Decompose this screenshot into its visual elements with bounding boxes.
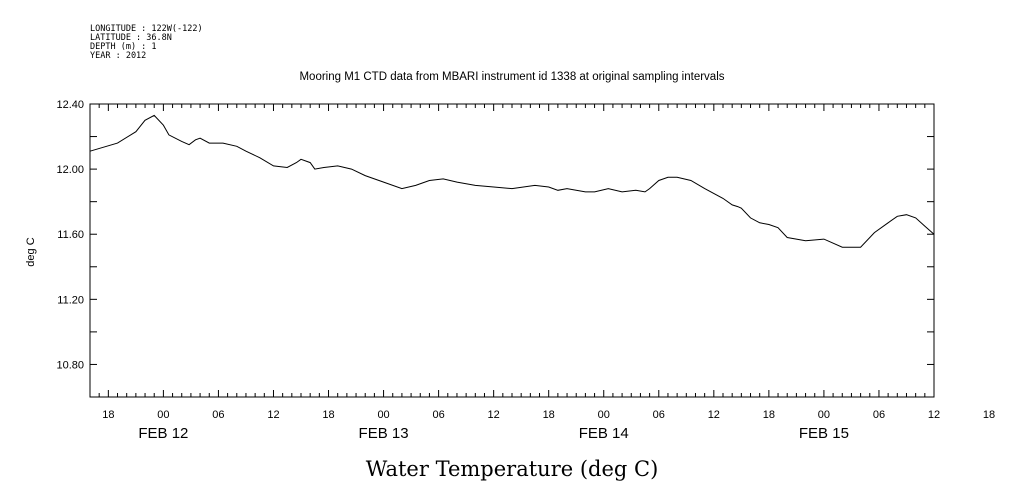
header-longitude: LONGITUDE : 122W(-122) [90, 24, 203, 34]
x-hour-label: 18 [983, 409, 995, 421]
x-hour-label: 06 [653, 409, 665, 421]
x-hour-label: 12 [708, 409, 720, 421]
x-hour-label: 12 [488, 409, 500, 421]
x-axis-hour-labels: 1800061218000612180006121800061218000612… [102, 409, 995, 421]
x-date-label: FEB 14 [579, 425, 629, 442]
chart-title: Mooring M1 CTD data from MBARI instrumen… [299, 71, 724, 83]
x-hour-label: 06 [212, 409, 224, 421]
x-hour-label: 00 [598, 409, 610, 421]
y-axis-ticks [90, 103, 934, 398]
y-tick-label: 12.40 [56, 99, 84, 111]
header-depth: DEPTH (m) : 1 [90, 42, 157, 52]
x-hour-label: 12 [928, 409, 940, 421]
y-tick-label: 11.60 [57, 229, 84, 241]
x-hour-label: 18 [543, 409, 555, 421]
temperature-series-line [89, 114, 935, 248]
x-hour-label: 18 [763, 409, 775, 421]
y-tick-label: 11.20 [57, 294, 84, 306]
y-tick-label: 10.80 [56, 359, 84, 371]
x-axis-ticks [89, 104, 935, 397]
header-block: LONGITUDE : 122W(-122) LATITUDE : 36.8N … [90, 24, 203, 61]
x-date-label: FEB 13 [359, 425, 409, 442]
header-latitude: LATITUDE : 36.8N [90, 33, 172, 43]
header-year: YEAR : 2012 [90, 51, 146, 61]
y-tick-label: 12.00 [56, 164, 84, 176]
plot-frame [89, 103, 935, 398]
x-date-label: FEB 12 [138, 425, 188, 442]
x-axis-label: Water Temperature (deg C) [366, 457, 659, 481]
x-hour-label: 06 [873, 409, 885, 421]
x-hour-label: 00 [377, 409, 389, 421]
x-hour-label: 12 [267, 409, 279, 421]
x-date-label: FEB 15 [799, 425, 849, 442]
x-hour-label: 18 [322, 409, 334, 421]
y-axis-tick-labels: 10.80 11.20 11.60 12.00 12.40 [56, 99, 84, 371]
x-hour-label: 06 [432, 409, 444, 421]
x-hour-label: 18 [102, 409, 114, 421]
x-hour-label: 00 [157, 409, 169, 421]
x-hour-label: 00 [818, 409, 830, 421]
y-axis-label: deg C [25, 237, 37, 266]
